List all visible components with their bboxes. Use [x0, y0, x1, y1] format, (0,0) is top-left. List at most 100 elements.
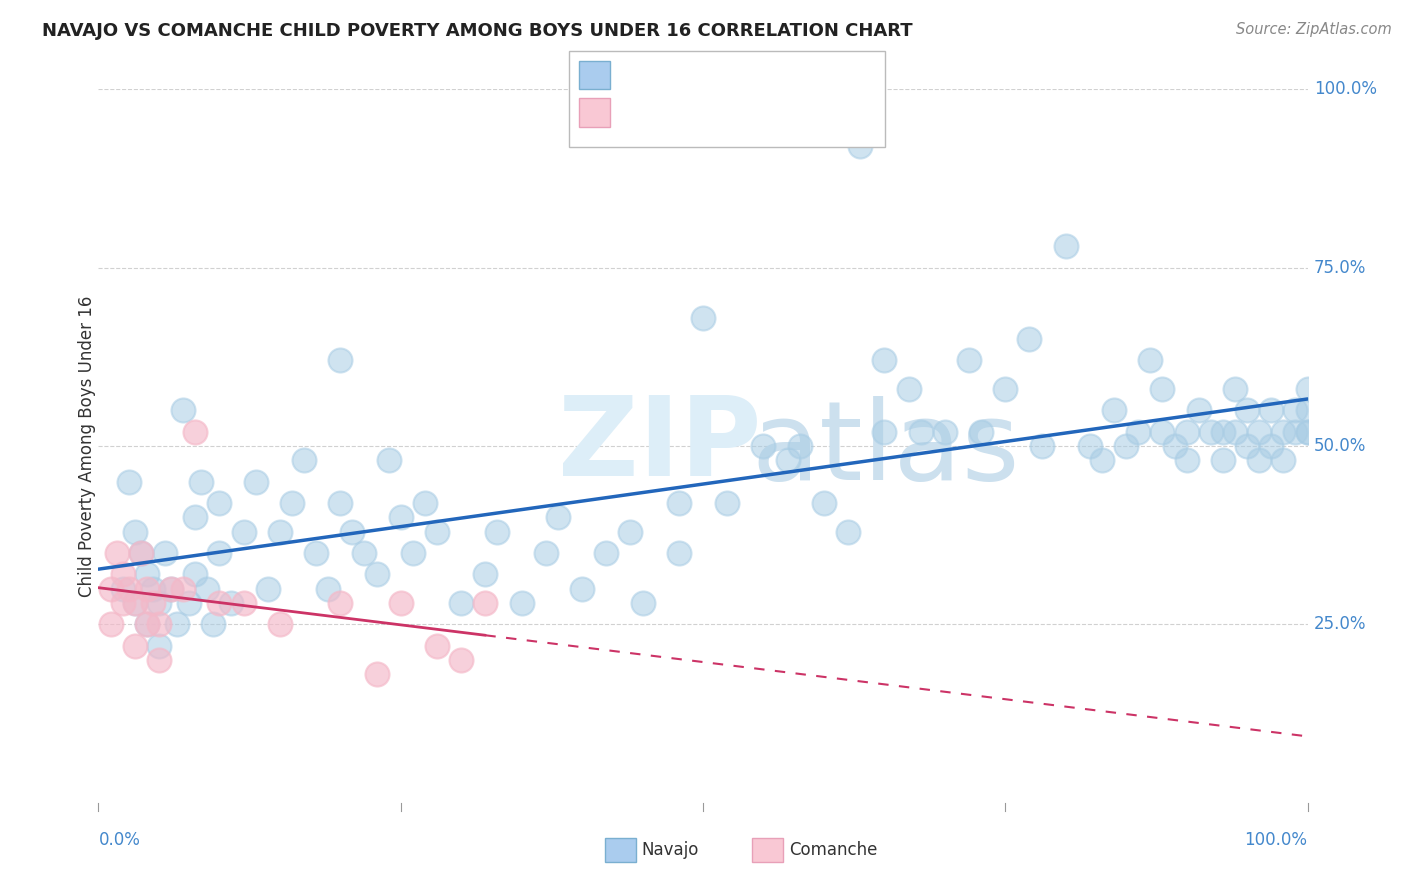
Point [1175, 453, 1198, 467]
Point [105, 546, 128, 560]
Point [1139, 353, 1161, 368]
Point [329, 596, 352, 610]
Text: Navajo: Navajo [641, 841, 699, 859]
Point [329, 353, 352, 368]
Point [450, 653, 472, 667]
Point [873, 353, 896, 368]
Point [668, 546, 690, 560]
Point [172, 582, 194, 596]
Point [1272, 453, 1295, 467]
Text: R =: R = [616, 103, 647, 121]
Point [100, 582, 122, 596]
Point [789, 439, 811, 453]
Point [195, 582, 218, 596]
Point [329, 496, 352, 510]
Point [934, 425, 956, 439]
Point [426, 524, 449, 539]
Point [716, 496, 738, 510]
Point [1236, 439, 1258, 453]
Text: 26: 26 [748, 103, 770, 121]
Point [1115, 439, 1137, 453]
Point [474, 567, 496, 582]
Point [1260, 403, 1282, 417]
Point [1212, 425, 1234, 439]
Point [1102, 403, 1125, 417]
Point [389, 510, 412, 524]
Point [269, 617, 291, 632]
Point [135, 617, 157, 632]
Point [342, 524, 364, 539]
Point [208, 596, 231, 610]
Point [100, 617, 122, 632]
Point [292, 453, 315, 467]
Point [135, 567, 157, 582]
Point [1054, 239, 1077, 253]
Point [776, 453, 799, 467]
Point [118, 582, 141, 596]
Point [202, 617, 225, 632]
Point [510, 596, 533, 610]
Point [148, 617, 170, 632]
Point [1188, 403, 1211, 417]
Point [269, 524, 291, 539]
Text: ZIP: ZIP [558, 392, 761, 500]
Text: NAVAJO VS COMANCHE CHILD POVERTY AMONG BOYS UNDER 16 CORRELATION CHART: NAVAJO VS COMANCHE CHILD POVERTY AMONG B… [42, 22, 912, 40]
Point [970, 425, 993, 439]
Point [1152, 382, 1174, 396]
Point [353, 546, 375, 560]
Text: R =: R = [616, 66, 651, 84]
Point [1091, 453, 1114, 467]
Point [166, 617, 188, 632]
Text: Source: ZipAtlas.com: Source: ZipAtlas.com [1236, 22, 1392, 37]
Point [1018, 332, 1040, 346]
Point [413, 496, 436, 510]
Text: N =: N = [713, 103, 749, 121]
Point [177, 596, 201, 610]
Point [366, 567, 388, 582]
Point [474, 596, 496, 610]
Point [142, 582, 165, 596]
Point [208, 546, 231, 560]
Point [1284, 403, 1306, 417]
Point [1078, 439, 1101, 453]
Point [184, 510, 207, 524]
Point [184, 567, 207, 582]
Point [1272, 425, 1295, 439]
Point [692, 310, 714, 325]
Point [571, 582, 593, 596]
Point [631, 596, 654, 610]
Point [153, 546, 176, 560]
Point [124, 596, 146, 610]
Point [1260, 439, 1282, 453]
Point [160, 582, 183, 596]
Point [124, 524, 146, 539]
Point [957, 353, 980, 368]
Point [1249, 425, 1271, 439]
Point [910, 425, 932, 439]
Point [160, 582, 183, 596]
Text: 25.0%: 25.0% [1313, 615, 1367, 633]
Point [752, 439, 775, 453]
Point [547, 510, 569, 524]
Point [1163, 439, 1185, 453]
Point [402, 546, 425, 560]
Point [377, 453, 399, 467]
Point [873, 425, 896, 439]
Point [135, 617, 157, 632]
Point [190, 475, 212, 489]
Point [124, 639, 146, 653]
Point [232, 524, 254, 539]
Point [208, 496, 231, 510]
Point [849, 139, 872, 153]
Point [256, 582, 278, 596]
Point [129, 546, 152, 560]
Point [1249, 453, 1271, 467]
Point [118, 475, 141, 489]
Point [668, 496, 690, 510]
Point [142, 596, 165, 610]
Point [1296, 425, 1319, 439]
Text: N =: N = [713, 66, 749, 84]
Point [111, 596, 134, 610]
Point [389, 596, 412, 610]
Point [184, 425, 207, 439]
